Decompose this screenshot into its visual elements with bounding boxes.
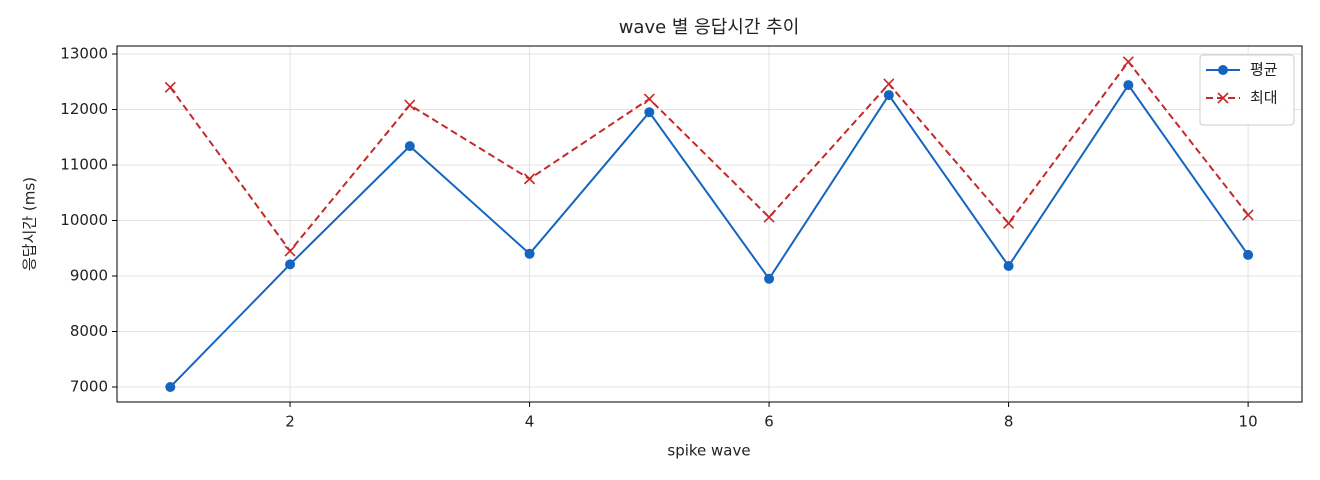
point bbox=[883, 90, 894, 101]
y-tick-label: 11000 bbox=[60, 155, 108, 173]
chart-title: wave 별 응답시간 추이 bbox=[619, 17, 800, 38]
point bbox=[284, 245, 296, 257]
y-tick-label: 7000 bbox=[70, 378, 108, 396]
point bbox=[764, 273, 775, 284]
x-tick-label: 4 bbox=[525, 413, 535, 431]
point bbox=[523, 173, 536, 185]
x-marker bbox=[1217, 92, 1229, 104]
point bbox=[883, 78, 895, 90]
point bbox=[1003, 261, 1014, 272]
point bbox=[1243, 249, 1254, 260]
x-axis-label: spike wave bbox=[667, 442, 750, 460]
point bbox=[763, 211, 775, 223]
point bbox=[1242, 209, 1254, 221]
y-tick-label: 9000 bbox=[70, 267, 108, 285]
legend-box bbox=[1199, 54, 1295, 126]
x-marker bbox=[404, 99, 416, 111]
point bbox=[1003, 217, 1015, 229]
y-tick-label: 10000 bbox=[60, 211, 108, 229]
y-tick-label: 12000 bbox=[60, 100, 108, 118]
x-tick-label: 8 bbox=[1004, 413, 1014, 431]
x-marker bbox=[763, 211, 775, 223]
point bbox=[1217, 92, 1229, 104]
point bbox=[524, 248, 535, 259]
point bbox=[404, 99, 416, 111]
y-tick-label: 8000 bbox=[70, 322, 108, 340]
x-tick-label: 6 bbox=[764, 413, 774, 431]
point bbox=[1122, 56, 1134, 68]
point bbox=[644, 107, 655, 118]
x-marker bbox=[1122, 56, 1134, 68]
plot-frame bbox=[116, 45, 1303, 403]
series-line bbox=[169, 83, 1249, 388]
legend-label: 평균 bbox=[1250, 61, 1278, 79]
x-marker bbox=[643, 93, 655, 105]
x-marker bbox=[1242, 209, 1254, 221]
x-marker bbox=[164, 81, 176, 93]
point bbox=[1218, 65, 1228, 75]
y-tick-label: 13000 bbox=[60, 44, 108, 62]
point bbox=[165, 382, 176, 393]
series-line bbox=[169, 60, 1249, 253]
point bbox=[1123, 80, 1134, 91]
x-marker bbox=[523, 173, 536, 185]
x-marker bbox=[883, 78, 895, 90]
point bbox=[285, 259, 296, 270]
y-axis-label: 응답시간 (ms) bbox=[21, 177, 39, 271]
x-tick-label: 10 bbox=[1239, 413, 1258, 431]
legend-label: 최대 bbox=[1250, 89, 1278, 107]
point bbox=[643, 93, 655, 105]
point bbox=[404, 141, 415, 152]
x-tick-label: 2 bbox=[285, 413, 295, 431]
x-marker bbox=[284, 245, 296, 257]
point bbox=[164, 81, 176, 93]
x-marker bbox=[1003, 217, 1015, 229]
